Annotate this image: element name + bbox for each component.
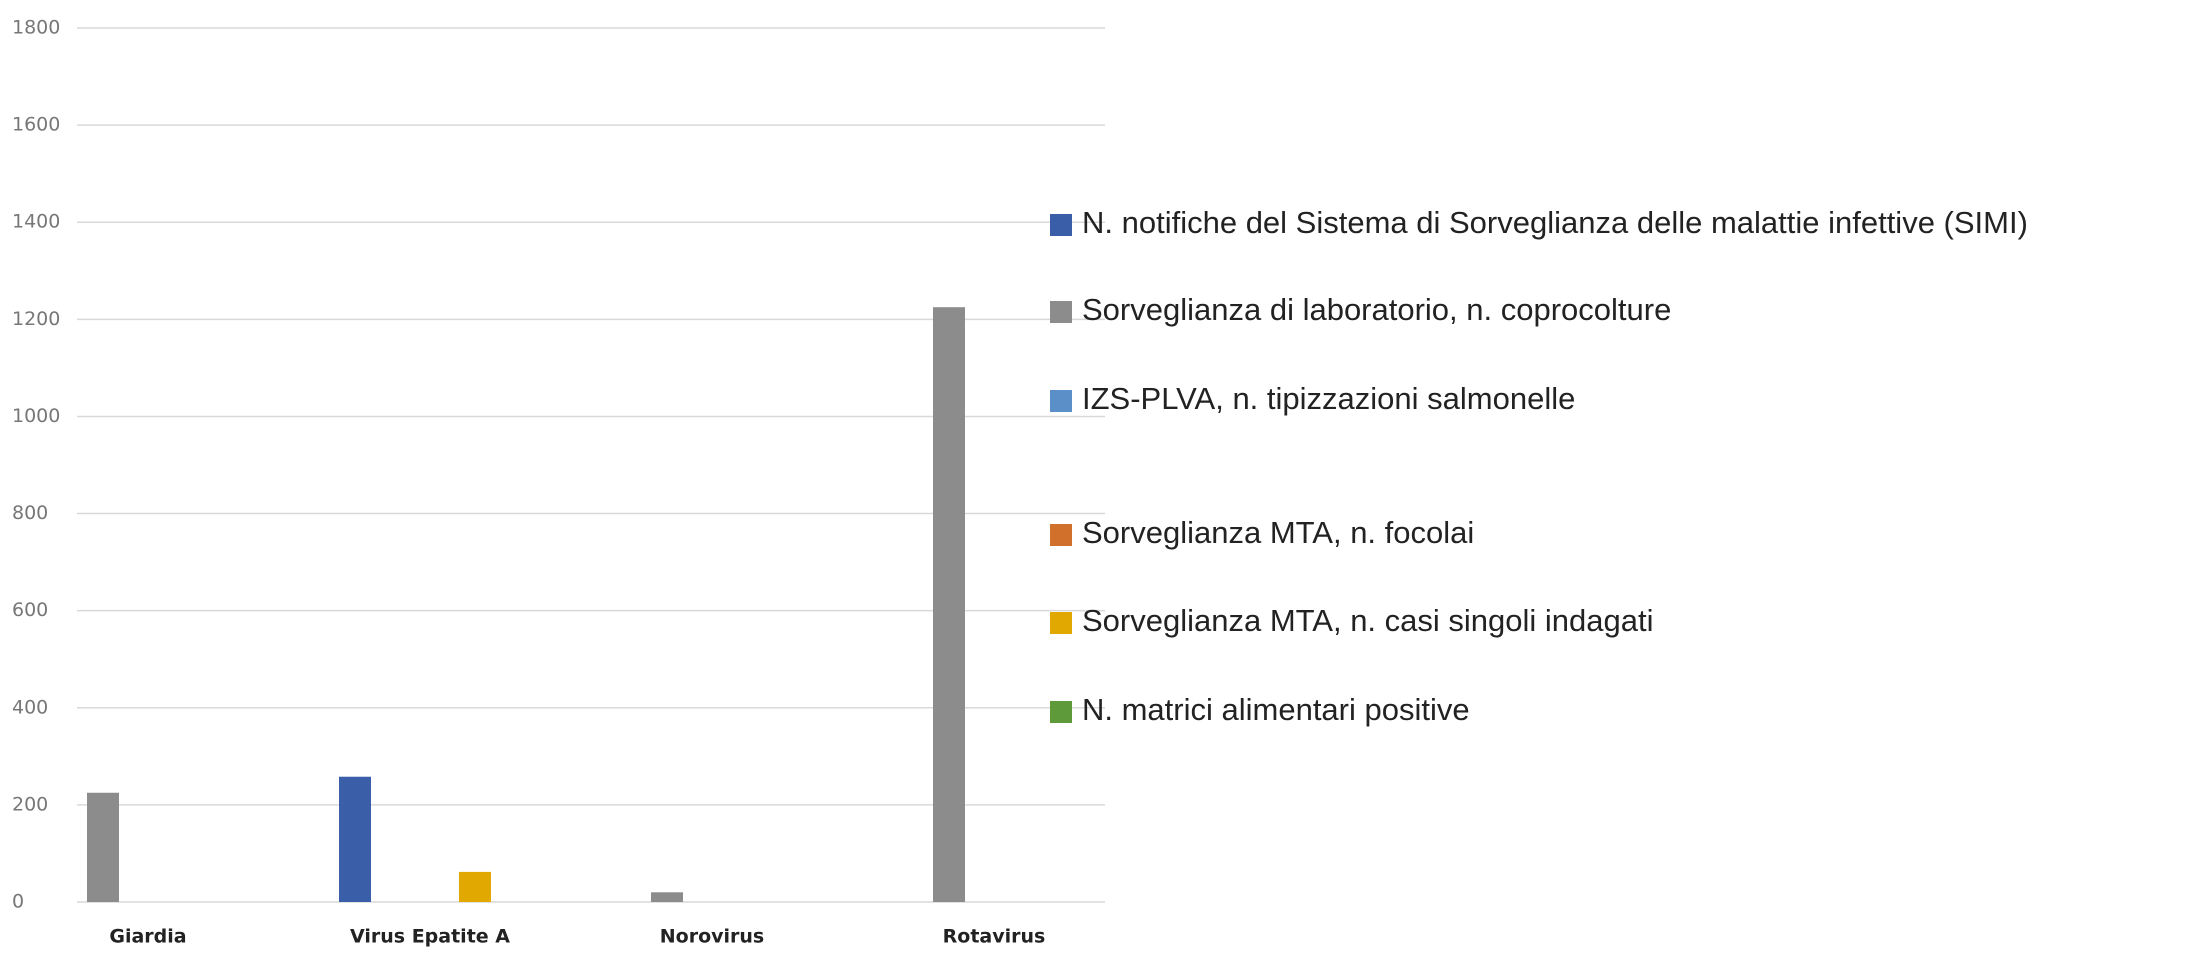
y-tick-label: 0 — [12, 891, 24, 913]
legend-label: Sorveglianza di laboratorio, n. coprocol… — [1082, 292, 1671, 327]
y-tick-label: 1000 — [12, 405, 60, 427]
legend-swatch — [1050, 524, 1072, 546]
bar — [87, 792, 119, 902]
legend-swatch — [1050, 214, 1072, 236]
y-tick-label: 400 — [12, 696, 48, 718]
legend-swatch — [1050, 612, 1072, 634]
legend-label: N. matrici alimentari positive — [1082, 692, 1470, 727]
legend-label: IZS-PLVA, n. tipizzazioni salmonelle — [1082, 381, 1575, 416]
bar — [339, 776, 371, 902]
y-tick-label: 200 — [12, 793, 48, 815]
legend-swatch — [1050, 301, 1072, 323]
x-tick-label: Virus Epatite A — [350, 926, 510, 948]
y-tick-label: 1800 — [12, 17, 60, 39]
x-tick-label: Giardia — [109, 926, 186, 948]
legend-label: Sorveglianza MTA, n. casi singoli indaga… — [1082, 603, 1654, 638]
bar — [459, 871, 491, 902]
legend-label: N. notifiche del Sistema di Sorveglianza… — [1082, 205, 2028, 240]
y-tick-label: 1400 — [12, 211, 60, 233]
bar — [933, 307, 965, 902]
y-tick-label: 800 — [12, 502, 48, 524]
y-tick-label: 1600 — [12, 114, 60, 136]
bar — [651, 892, 683, 902]
y-tick-label: 1200 — [12, 308, 60, 330]
legend-label: Sorveglianza MTA, n. focolai — [1082, 515, 1474, 550]
legend-swatch — [1050, 701, 1072, 723]
x-tick-label: Norovirus — [660, 926, 764, 948]
x-tick-label: Rotavirus — [943, 926, 1046, 948]
y-tick-label: 600 — [12, 599, 48, 621]
legend-swatch — [1050, 390, 1072, 412]
